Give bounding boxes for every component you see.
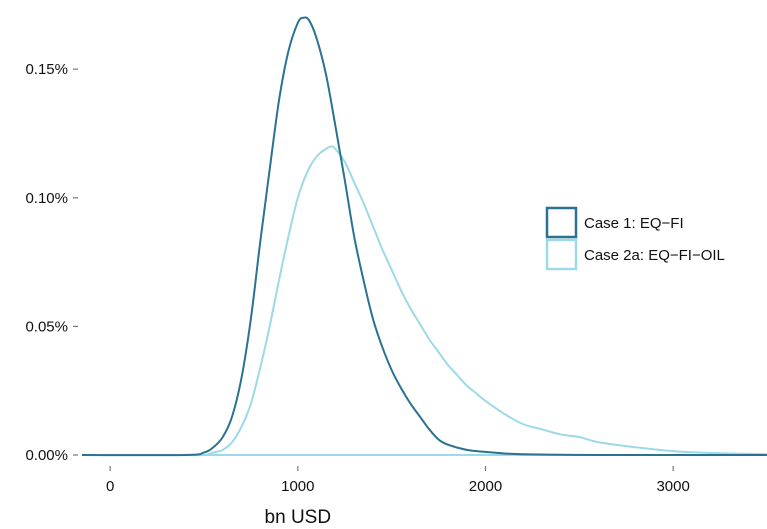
y-axis: 0.00% 0.05% 0.10% 0.15% <box>25 61 78 464</box>
x-tick-label: 3000 <box>656 478 689 495</box>
series-line-case-1 <box>81 16 767 457</box>
legend-key-case-2a <box>545 238 578 271</box>
x-axis: 0 1000 2000 3000 <box>106 466 690 495</box>
y-tick-label: 0.10% <box>25 190 68 207</box>
series-line-case-2a <box>81 145 767 457</box>
legend-label-case-2a: Case 2a: EQ−FI−OIL <box>584 247 725 264</box>
legend-key-case-1 <box>545 206 578 239</box>
series-lines <box>81 16 767 457</box>
y-tick-label: 0.15% <box>25 61 68 78</box>
x-tick-label: 2000 <box>469 478 502 495</box>
x-tick-label: 1000 <box>281 478 314 495</box>
legend-label-case-1: Case 1: EQ−FI <box>584 215 684 232</box>
x-tick-label: 0 <box>106 478 114 495</box>
legend: Case 1: EQ−FI Case 2a: EQ−FI−OIL <box>545 206 725 271</box>
y-tick-label: 0.05% <box>25 318 68 335</box>
x-axis-title: bn USD <box>265 507 332 528</box>
y-tick-label: 0.00% <box>25 447 68 464</box>
